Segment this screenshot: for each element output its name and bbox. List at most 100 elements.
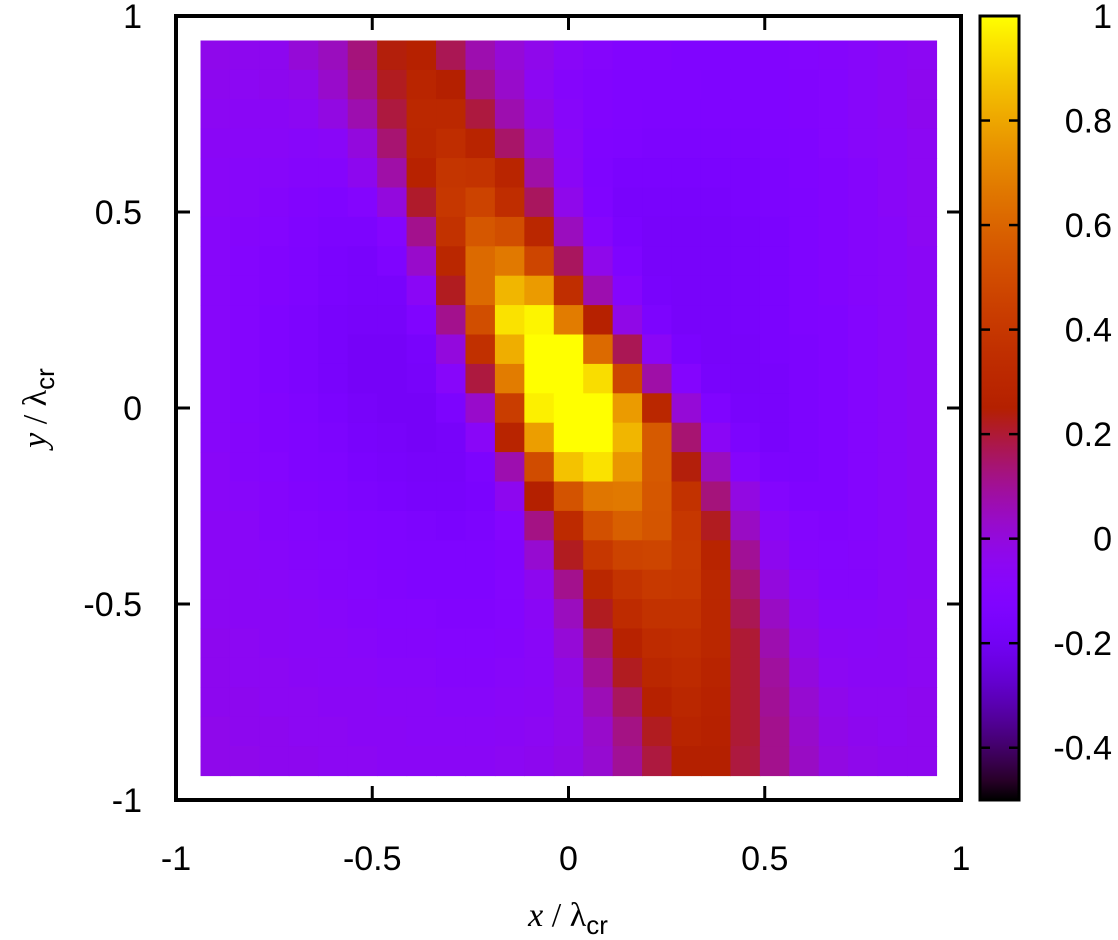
heatmap-cell (759, 393, 790, 424)
heatmap-cell (583, 187, 614, 218)
heatmap-cell (436, 187, 467, 218)
heatmap-cell (907, 746, 938, 777)
heatmap-cell (347, 69, 378, 100)
y-tick-label: 1 (123, 0, 142, 36)
heatmap-cell (789, 40, 820, 71)
heatmap-cell (259, 40, 290, 71)
heatmap-cell (377, 305, 408, 336)
heatmap-cell (318, 334, 349, 365)
heatmap-cell (229, 687, 261, 718)
heatmap-cell (288, 40, 319, 71)
heatmap-cell (848, 599, 879, 630)
heatmap-cell (848, 363, 879, 394)
heatmap-cell (642, 481, 673, 512)
heatmap-cell (730, 569, 761, 600)
heatmap-cell (700, 40, 732, 71)
heatmap-cell (377, 187, 408, 218)
heatmap-cell (730, 510, 761, 541)
heatmap-cell (406, 40, 437, 71)
heatmap-cell (200, 305, 231, 336)
heatmap-cell (700, 275, 732, 306)
heatmap-cell (200, 481, 231, 512)
heatmap-cell (377, 716, 408, 747)
heatmap-cell (907, 40, 938, 71)
heatmap-cell (671, 99, 702, 130)
heatmap-cell (229, 69, 261, 100)
heatmap-cell (229, 187, 261, 218)
heatmap-cell (377, 422, 408, 453)
heatmap-cell (730, 40, 761, 71)
heatmap-cell (436, 569, 467, 600)
y-tick-labels: -1 -0.5 0 0.5 1 (83, 0, 142, 820)
heatmap-cell (200, 99, 231, 130)
heatmap-cell (877, 334, 908, 365)
heatmap-cell (200, 452, 231, 483)
heatmap-cell (465, 481, 496, 512)
heatmap-cell (259, 363, 290, 394)
heatmap-cell (288, 569, 319, 600)
heatmap-cell (553, 246, 584, 277)
heatmap-cell (406, 99, 437, 130)
heatmap-cell (494, 363, 525, 394)
heatmap-cell (759, 540, 790, 571)
heatmap-cell (759, 687, 790, 718)
heatmap-cell (436, 657, 467, 688)
heatmap-cell (700, 452, 732, 483)
heatmap-cell (877, 216, 908, 247)
heatmap-cell (494, 628, 525, 659)
colorbar-tick-label: 0 (1093, 521, 1112, 559)
heatmap-cell (436, 422, 467, 453)
heatmap-cell (377, 363, 408, 394)
heatmap-cell (200, 569, 231, 600)
heatmap-cell (907, 393, 938, 424)
heatmap-cell (730, 540, 761, 571)
heatmap-cell (730, 305, 761, 336)
heatmap-cell (789, 275, 820, 306)
heatmap-cell (877, 716, 908, 747)
heatmap-cell (907, 452, 938, 483)
heatmap-cell (877, 187, 908, 218)
heatmap-cell (406, 246, 437, 277)
heatmap-cell (288, 99, 319, 130)
heatmap-cell (759, 363, 790, 394)
heatmap-cell (288, 657, 319, 688)
heatmap-cell (612, 69, 643, 100)
heatmap-cell (877, 275, 908, 306)
heatmap-cell (524, 99, 555, 130)
colorbar-tick-label: 0.8 (1065, 103, 1112, 141)
heatmap-cell (907, 275, 938, 306)
heatmap-cell (524, 363, 555, 394)
heatmap-cell (789, 187, 820, 218)
heatmap-cell (907, 187, 938, 218)
heatmap-cell (524, 452, 555, 483)
heatmap-cell (436, 510, 467, 541)
heatmap-cell (730, 334, 761, 365)
heatmap-cell (259, 481, 290, 512)
heatmap-cell (229, 246, 261, 277)
heatmap-cell (877, 69, 908, 100)
heatmap-cell (524, 128, 555, 159)
y-axis-label: y / λcr (17, 368, 60, 451)
y-axis-label-var: y (17, 432, 54, 451)
heatmap-cell (524, 216, 555, 247)
heatmap-cell (318, 128, 349, 159)
heatmap-cell (524, 540, 555, 571)
colorbar-tick-label: -0.4 (1053, 730, 1112, 768)
heatmap-cell (583, 246, 614, 277)
heatmap-cell (259, 158, 290, 189)
heatmap-cell (494, 452, 525, 483)
heatmap-cell (259, 422, 290, 453)
heatmap-cell (730, 69, 761, 100)
heatmap-cell (612, 99, 643, 130)
heatmap-cell (436, 393, 467, 424)
heatmap-cell (494, 187, 525, 218)
heatmap-cell (347, 158, 378, 189)
heatmap-cell (877, 40, 908, 71)
heatmap-cell (642, 687, 673, 718)
heatmap-cell (789, 393, 820, 424)
heatmap-cell (465, 452, 496, 483)
heatmap-cell (465, 246, 496, 277)
heatmap-cell (524, 599, 555, 630)
heatmap-cell (259, 69, 290, 100)
heatmap-cell (377, 687, 408, 718)
